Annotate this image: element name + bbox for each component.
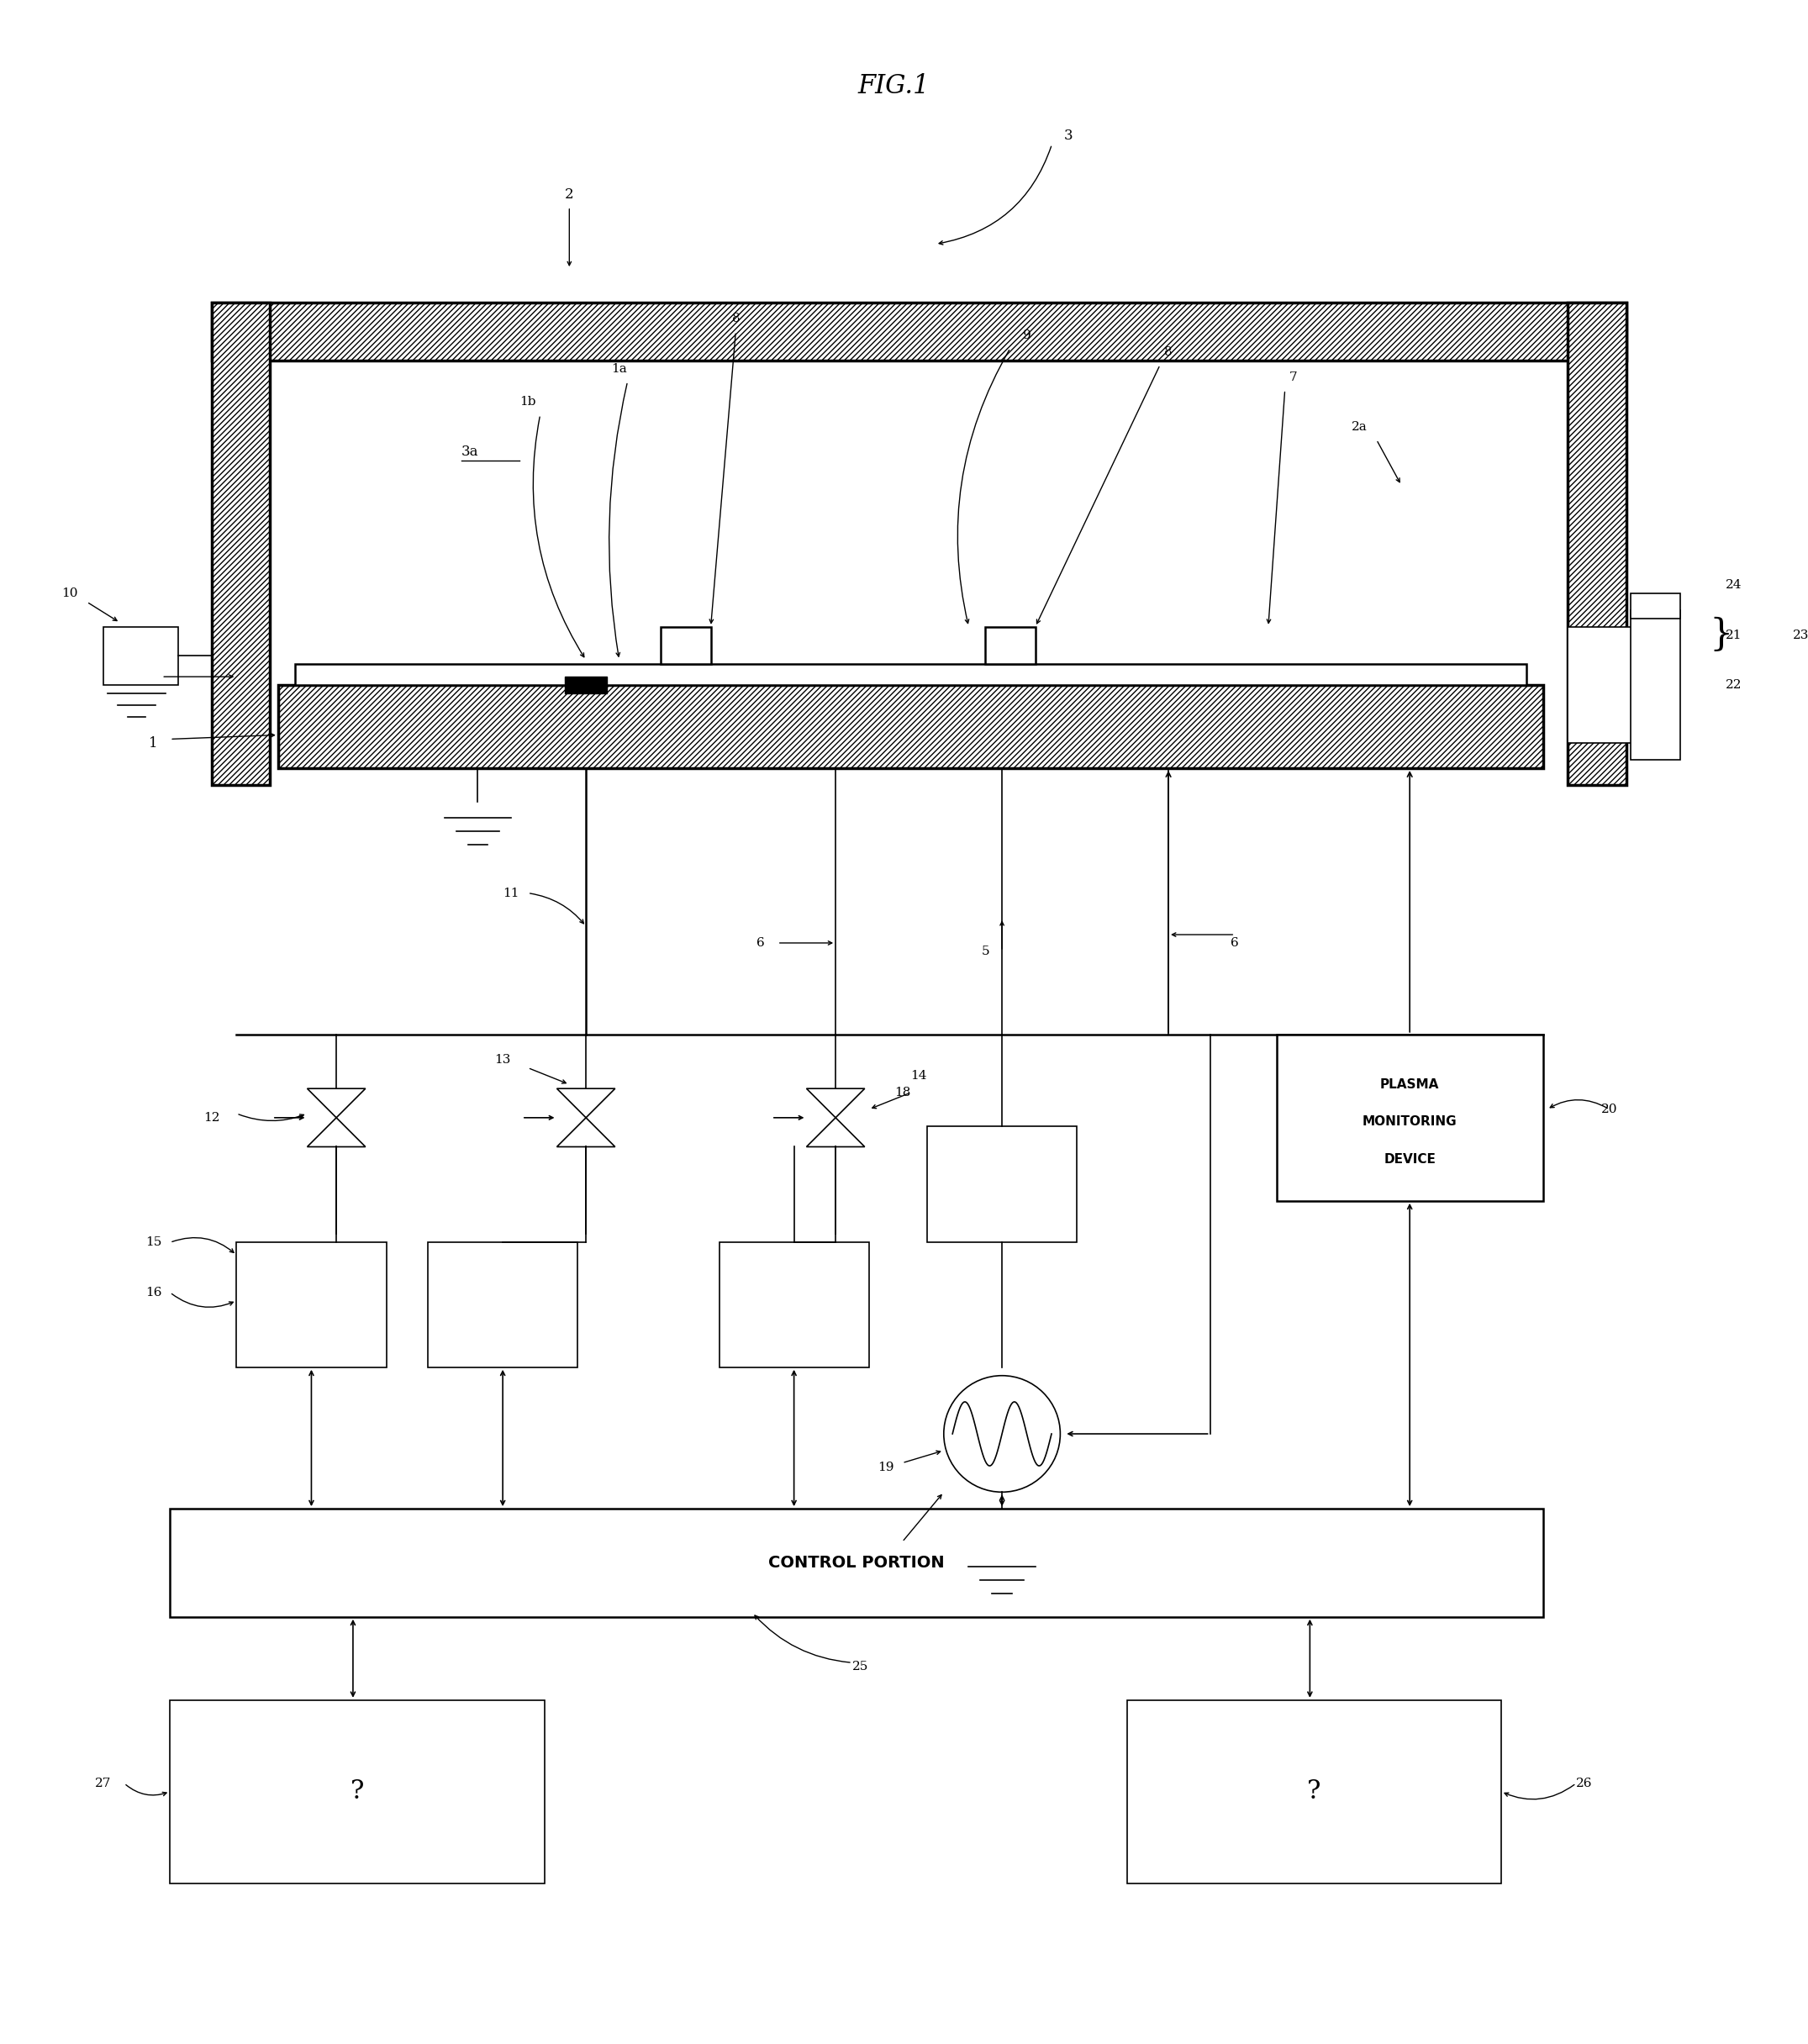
Text: DEVICE: DEVICE	[1383, 1153, 1436, 1165]
Bar	[1568, 628, 1634, 744]
Bar	[1126, 1701, 1501, 1883]
Text: 8: 8	[732, 313, 739, 325]
Text: 21: 21	[1727, 630, 1743, 642]
Text: 6: 6	[1231, 936, 1238, 948]
Bar	[1276, 1034, 1542, 1202]
Bar	[928, 1126, 1078, 1243]
Bar	[1568, 303, 1625, 785]
Text: 11: 11	[503, 887, 519, 899]
Text: 2: 2	[564, 186, 573, 200]
Text: 4: 4	[132, 670, 141, 685]
Text: }: }	[1709, 617, 1734, 654]
Bar	[278, 685, 1542, 769]
Text: 8: 8	[1164, 345, 1172, 358]
Text: 22: 22	[1727, 679, 1743, 691]
Text: 10: 10	[61, 587, 78, 599]
Text: 7: 7	[1289, 372, 1298, 382]
Text: 27: 27	[96, 1778, 112, 1788]
Text: 14: 14	[911, 1071, 928, 1081]
Text: 25: 25	[852, 1662, 868, 1672]
Text: 26: 26	[1577, 1778, 1593, 1788]
Text: ?: ?	[351, 1778, 363, 1805]
Text: 5: 5	[982, 946, 989, 957]
Text: 9: 9	[1023, 329, 1031, 341]
Text: ?: ?	[1307, 1778, 1322, 1805]
Bar	[720, 1243, 870, 1367]
Text: 1: 1	[148, 736, 157, 750]
Text: 16: 16	[145, 1286, 161, 1298]
Text: PLASMA: PLASMA	[1380, 1077, 1439, 1091]
Bar	[985, 628, 1036, 664]
Bar	[212, 303, 269, 785]
Bar	[662, 628, 711, 664]
Text: 12: 12	[202, 1112, 221, 1124]
Bar	[103, 628, 179, 685]
Text: 20: 20	[1602, 1104, 1618, 1116]
Bar	[170, 1508, 1542, 1617]
Bar	[237, 1243, 387, 1367]
Text: 1a: 1a	[611, 364, 627, 374]
Text: 3: 3	[1065, 129, 1072, 143]
Bar	[428, 1243, 577, 1367]
Text: CONTROL PORTION: CONTROL PORTION	[768, 1555, 944, 1570]
Text: 18: 18	[895, 1087, 911, 1098]
Bar	[212, 303, 1625, 360]
Bar	[295, 664, 1526, 685]
Text: 3a: 3a	[461, 446, 479, 460]
Text: 23: 23	[1792, 630, 1808, 642]
Text: 17: 17	[877, 1545, 893, 1555]
Bar	[1631, 593, 1680, 619]
Bar	[566, 677, 607, 693]
Text: 13: 13	[495, 1053, 512, 1065]
Text: 19: 19	[877, 1461, 893, 1474]
Bar	[170, 1701, 544, 1883]
Text: FIG.1: FIG.1	[859, 74, 929, 98]
Bar	[1631, 611, 1680, 760]
Text: 2a: 2a	[1352, 421, 1367, 433]
Text: 6: 6	[756, 936, 765, 948]
Text: 15: 15	[145, 1237, 161, 1249]
Text: 1b: 1b	[519, 397, 535, 409]
Text: 24: 24	[1727, 578, 1743, 591]
Text: MONITORING: MONITORING	[1363, 1116, 1457, 1128]
